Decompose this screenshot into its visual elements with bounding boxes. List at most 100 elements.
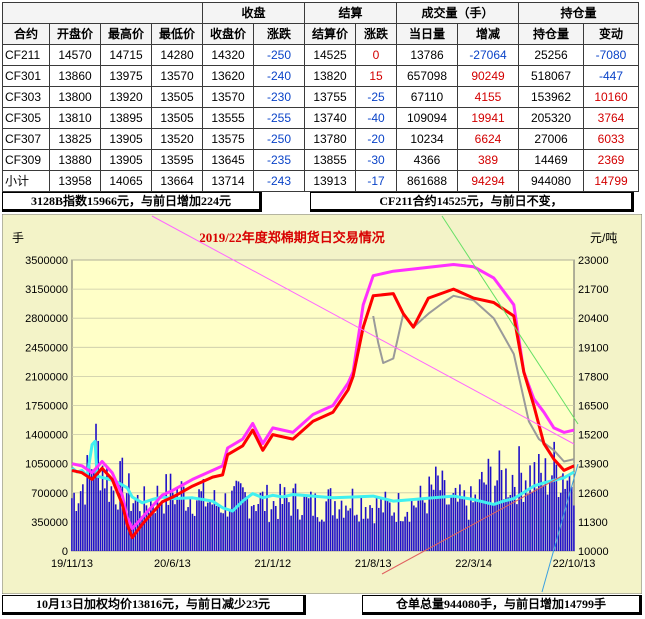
volume-bar [417,500,420,551]
volume-bar [402,521,404,551]
volume-bar [239,483,242,551]
volume-bar [395,521,398,551]
trend-line-pink [151,215,575,445]
volume-bar [119,461,121,551]
volume-bar [285,497,288,551]
table-cell: 19941 [457,107,519,129]
volume-bars [71,423,575,551]
contract-note-banner: CF211合约14525元，与前日不变， [310,192,634,212]
volume-bar [90,469,93,551]
volume-bar [154,513,157,551]
table-cell: 13555 [202,107,254,129]
trend-line-green [441,215,579,425]
volume-bar [103,488,106,551]
volume-bar [255,511,257,551]
volume-bar [268,522,270,551]
volume-bar [108,501,110,551]
volume-bar [237,481,240,551]
table-cell: 389 [457,149,519,171]
table-cell: -230 [253,86,305,108]
volume-bar [244,492,246,551]
table-cell: 14320 [202,44,254,66]
volume-bar [358,521,360,551]
volume-bar [340,500,343,551]
table-cell: 13800 [49,86,101,108]
table-cell: 4155 [457,86,519,108]
table-cell: 13810 [49,107,101,129]
volume-bar [200,491,203,551]
volume-bar [299,519,301,551]
volume-bar [93,471,95,551]
table-cell: 13905 [100,128,152,150]
volume-bar [513,486,516,551]
table-body: CF211 14570 14715 14280 14320 -250 14525 0 13786… [2,44,639,192]
volume-bar [430,484,433,551]
volume-bar [467,519,470,551]
volume-bar [217,506,220,551]
volume-bar [564,488,566,551]
table-row: CF211 14570 14715 14280 14320 -250 14525 0 13786… [2,44,639,66]
volume-bar [242,487,244,551]
table-cell: -250 [253,44,305,66]
volume-bar [535,488,538,551]
warehouse-total-banner: 仓单总量944080手，与前日增加14799手 [362,595,642,615]
volume-bar [443,480,446,551]
volume-bar [397,493,400,551]
table-cell: -250 [253,128,305,150]
volume-bar [334,501,336,551]
table-row: CF305 13810 13895 13505 13555 -255 13740 -40 109… [2,107,639,129]
volume-bar [272,501,275,551]
y-left-tick-label: 0 [62,546,68,558]
volume-bar [388,502,391,551]
volume-bar [518,446,520,551]
volume-bar [185,510,187,551]
volume-bar [406,511,409,551]
column-header: 涨跌 [253,23,305,45]
y-right-tick-label: 10000 [578,546,609,558]
y-left-tick-label: 700000 [31,488,68,500]
y-left-axis-label: 手 [12,231,24,245]
table-cell: 15 [355,65,397,87]
volume-bar [448,504,450,551]
volume-bar [279,483,281,551]
volume-bar [150,499,152,551]
table-row: 小计 13958 14065 13664 13714 -243 13913 -17 861688… [2,170,639,192]
table-cell: 4366 [396,149,458,171]
volume-bar [356,514,358,551]
volume-bar [312,515,314,551]
volume-bar [253,504,255,551]
volume-bar [123,506,126,551]
volume-bar [373,523,376,551]
table-cell: 13570 [202,86,254,108]
volume-bar [106,467,108,551]
price-high-line [71,263,575,531]
volume-bar [454,487,457,551]
table-cell: 13958 [49,170,101,192]
volume-bar [281,504,284,551]
y-right-tick-label: 21700 [578,284,609,296]
volume-bar [310,491,312,551]
volume-bar [128,473,130,551]
y-right-tick-label: 16500 [578,401,609,413]
volume-bar [441,470,444,551]
volume-bar [321,519,323,551]
x-tick-label: 21/8/13 [355,558,392,570]
volume-bar [235,480,238,551]
volume-bar [505,468,507,551]
table-group-header-row: 收盘 结算 成交量（手） 持仓量 [2,2,639,24]
table-cell: 13520 [151,128,203,150]
table-cell: 14525 [304,44,356,66]
volume-bar [476,500,479,551]
volume-bar [84,504,86,551]
volume-bar [491,504,494,551]
volume-bar [327,489,330,551]
volume-bar [522,501,525,551]
volume-bar [382,512,384,551]
volume-bar [257,504,260,551]
table-cell: 861688 [396,170,458,192]
y-left-tick-label: 1050000 [25,459,68,471]
table-cell: 14065 [100,170,152,192]
quote-table: 收盘 结算 成交量（手） 持仓量 合约 开盘价 最高价 最低价 收盘价 涨跌 结算价 涨跌 当日… [2,2,639,192]
table-cell: 657098 [396,65,458,87]
open-interest-line [71,439,575,513]
